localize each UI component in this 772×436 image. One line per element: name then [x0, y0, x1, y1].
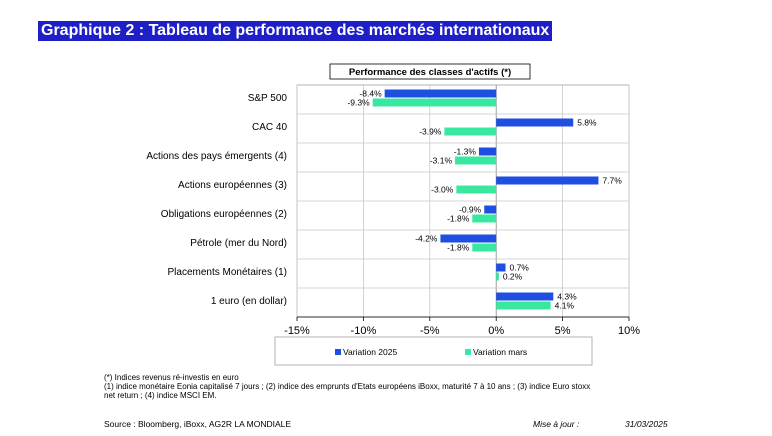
chart-title: Performance des classes d'actifs (*)	[349, 67, 511, 78]
x-tick-label: 0%	[488, 325, 504, 337]
value-labels: -8.4% 5.8% -1.3% 7.7% -0.9% -4.2% 0.7% 4.3% -9.3…	[347, 89, 622, 311]
data-label: 7.7%	[602, 176, 622, 186]
legend-swatch-variation-mars	[465, 349, 471, 355]
category-label: S&P 500	[248, 93, 288, 104]
data-label: 4.1%	[555, 301, 575, 311]
category-label: Actions des pays émergents (4)	[146, 151, 287, 162]
category-labels: S&P 500 CAC 40 Actions des pays émergents …	[146, 93, 287, 307]
bar-variation-2025	[496, 118, 574, 127]
data-label: -1.3%	[454, 147, 477, 157]
data-label: 5.8%	[577, 118, 597, 128]
data-label: -3.9%	[419, 127, 442, 137]
x-axis: -15% -10% -5% 0% 5% 10%	[284, 316, 640, 337]
update-date: 31/03/2025	[625, 419, 668, 429]
footnote-2: (1) indice monétaire Eonia capitalisé 7 …	[104, 382, 591, 391]
category-label: Placements Monétaires (1)	[168, 267, 288, 278]
category-label: 1 euro (en dollar)	[211, 296, 287, 307]
x-tick-label: 10%	[618, 325, 640, 337]
bar-variation-mars	[444, 127, 497, 136]
bar-variation-2025	[440, 234, 497, 243]
data-label: -0.9%	[459, 205, 482, 215]
bars	[372, 89, 599, 310]
x-tick-label: -15%	[284, 325, 310, 337]
legend-label-variation-mars: Variation mars	[473, 347, 527, 357]
x-tick-label: -5%	[420, 325, 440, 337]
footnote-1: (*) Indices revenus ré-investis en euro	[104, 373, 239, 382]
bar-variation-2025	[484, 205, 497, 214]
data-label: 0.7%	[509, 263, 529, 273]
category-label: Pétrole (mer du Nord)	[190, 238, 287, 249]
bar-variation-mars	[472, 214, 497, 223]
bar-variation-mars	[456, 185, 497, 194]
x-tick-label: -10%	[351, 325, 377, 337]
data-label: -3.0%	[431, 185, 454, 195]
data-label: 0.2%	[503, 272, 523, 282]
data-label: -1.8%	[447, 214, 470, 224]
bar-variation-2025	[384, 89, 497, 98]
category-label: Actions européennes (3)	[178, 180, 287, 191]
source-text: Source : Bloomberg, iBoxx, AG2R LA MONDI…	[104, 419, 292, 429]
bar-variation-mars	[472, 243, 497, 252]
category-label: CAC 40	[252, 122, 287, 133]
legend-box	[274, 336, 593, 366]
bar-variation-mars	[496, 272, 499, 281]
x-tick-label: 5%	[555, 325, 571, 337]
data-label: -1.8%	[447, 243, 470, 253]
bar-variation-mars	[496, 301, 551, 310]
legend-label-variation-2025: Variation 2025	[343, 347, 397, 357]
data-label: -4.2%	[415, 234, 438, 244]
bar-variation-2025	[478, 147, 497, 156]
footnote-3: net return ; (4) indice MSCI EM.	[104, 391, 217, 400]
gridlines	[296, 85, 630, 317]
category-label: Obligations européennes (2)	[161, 209, 287, 220]
bar-variation-2025	[496, 263, 506, 272]
bar-variation-mars	[455, 156, 497, 165]
data-label: -9.3%	[347, 98, 370, 108]
page-title: Graphique 2 : Tableau de performance des…	[38, 21, 553, 41]
data-label: -8.4%	[359, 89, 382, 99]
legend-swatch-variation-2025	[335, 349, 341, 355]
bar-variation-2025	[496, 292, 554, 301]
chart-title-box	[329, 63, 531, 80]
update-label: Mise à jour :	[533, 419, 580, 429]
bar-variation-2025	[496, 176, 599, 185]
data-label: 4.3%	[557, 292, 577, 302]
bar-variation-mars	[372, 98, 497, 107]
data-label: -3.1%	[430, 156, 453, 166]
